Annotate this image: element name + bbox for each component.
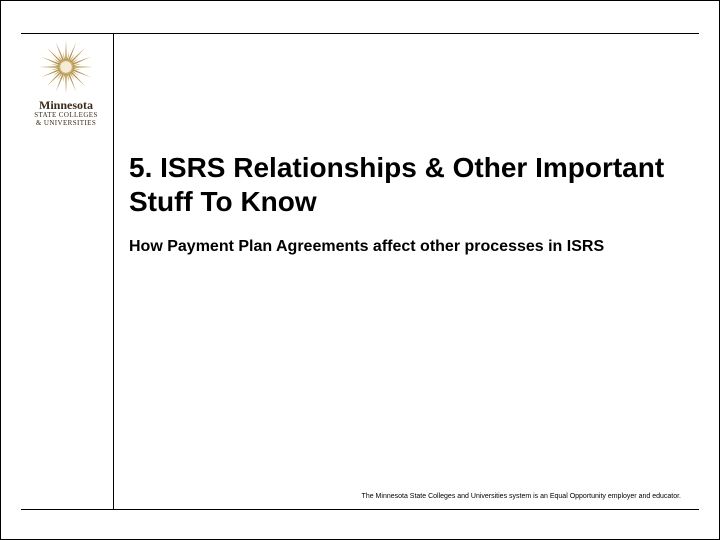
logo-line-3: & UNIVERSITIES: [27, 120, 105, 128]
slide-subtitle: How Payment Plan Agreements affect other…: [129, 237, 689, 257]
sunburst-icon: [38, 39, 94, 95]
slide-title: 5. ISRS Relationships & Other Important …: [129, 151, 689, 218]
slide-footer: The Minnesota State Colleges and Univers…: [129, 493, 689, 500]
slide: Minnesota STATE COLLEGES & UNIVERSITIES …: [0, 0, 720, 540]
logo-box: Minnesota STATE COLLEGES & UNIVERSITIES: [27, 39, 105, 128]
bottom-border-line: [21, 509, 699, 510]
vertical-border-line: [113, 33, 114, 509]
top-border-line: [21, 33, 699, 34]
logo-text: Minnesota STATE COLLEGES & UNIVERSITIES: [27, 99, 105, 128]
